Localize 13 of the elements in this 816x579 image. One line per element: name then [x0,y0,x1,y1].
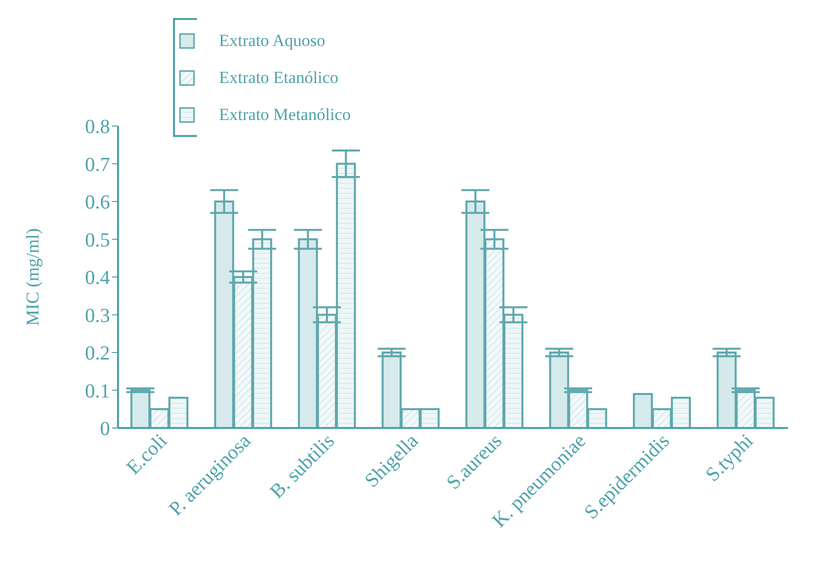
y-tick-label: 0.3 [85,304,110,327]
y-tick-label: 0.8 [85,116,110,138]
y-tick-label: 0.4 [85,267,110,290]
y-tick-label: 0 [100,418,110,440]
legend-label: Extrato Etanólico [219,68,338,88]
y-tick-label: 0.1 [85,380,110,402]
y-tick-label: 0.2 [85,342,110,365]
y-axis-title: MIC (mg/ml) [22,228,42,326]
legend-label: Extrato Aquoso [219,30,326,50]
y-tick-label: 0.7 [85,154,110,176]
legend-label: Extrato Metanólico [219,104,351,124]
y-tick-label: 0.5 [85,229,110,252]
y-tick-label: 0.6 [85,192,110,214]
